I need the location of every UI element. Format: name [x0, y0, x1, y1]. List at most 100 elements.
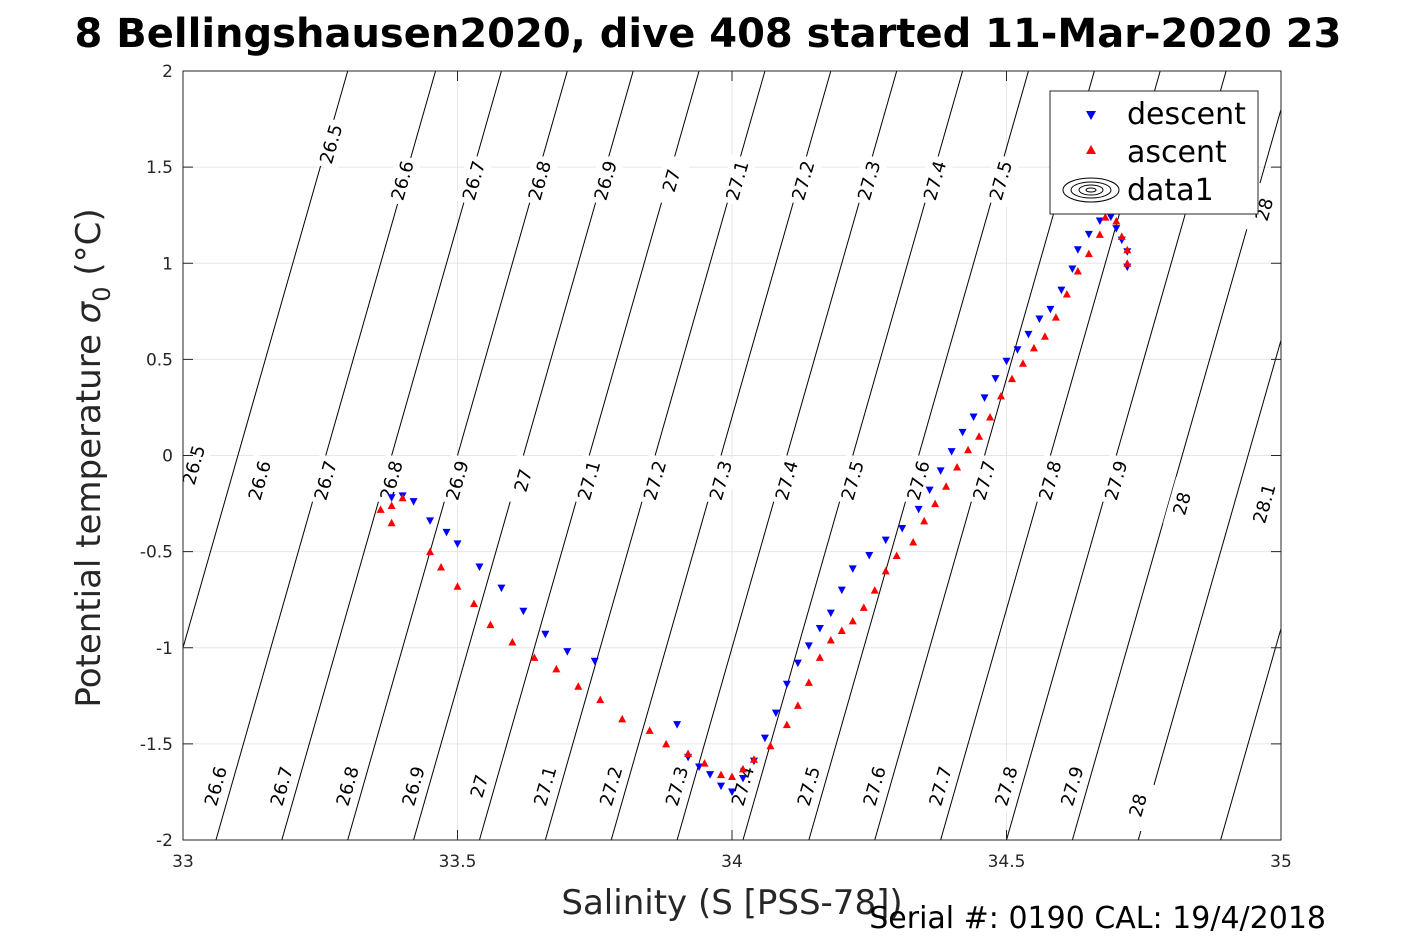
isopycnal-label-bg	[1245, 476, 1284, 531]
isopycnal-label-bg	[965, 453, 1004, 508]
ascent-point	[859, 603, 868, 611]
isopycnal-label-bg	[981, 153, 1021, 208]
ascent-point	[387, 518, 396, 527]
isopycnal-label-bg	[306, 453, 345, 508]
y-tick-label: 0.5	[146, 350, 173, 370]
descent-point	[728, 788, 736, 796]
descent-point	[1084, 230, 1093, 239]
isopycnal-label-bg	[850, 153, 889, 208]
ascent-point	[749, 755, 758, 763]
descent-point	[1013, 346, 1022, 354]
y-tick-label: 0	[162, 447, 173, 467]
descent-point	[914, 505, 923, 514]
isopycnal-label-bg	[312, 117, 351, 171]
y-tick-label: 1.5	[146, 158, 173, 178]
descent-point	[717, 782, 726, 791]
isopycnal-label-bg	[383, 153, 422, 208]
ascent-point	[848, 616, 857, 625]
y-tick-label: 1	[162, 254, 173, 274]
ascent-point	[618, 714, 627, 723]
legend-label-ascent: ascent	[1127, 135, 1227, 170]
legend-marker-ascent	[1086, 145, 1096, 154]
ascent-point	[815, 653, 824, 661]
descent-point	[1073, 246, 1082, 254]
isopycnal-label-bg	[460, 759, 499, 813]
ascent-point	[596, 695, 605, 704]
ascent-point	[892, 551, 901, 559]
legend-marker-data1	[1062, 177, 1120, 203]
ascent-point	[909, 538, 918, 546]
descent-point	[426, 517, 435, 525]
ascent-point	[837, 626, 846, 634]
ascent-point	[1123, 259, 1132, 267]
y-axis-label-unit: (°C)	[69, 208, 109, 286]
isopycnal-label-bg	[833, 453, 872, 508]
y-axis-label-subscript: 0	[88, 286, 116, 301]
isopycnal-label-bg	[504, 453, 543, 508]
x-tick-label: 33	[172, 852, 194, 872]
descent-point	[837, 586, 846, 595]
ascent-point	[530, 653, 539, 661]
y-tick-label: 2	[162, 62, 173, 82]
descent-point	[815, 625, 824, 633]
ascent-point	[700, 759, 709, 767]
isopycnal-label-bg	[916, 153, 955, 208]
descent-point	[1024, 330, 1033, 339]
descent-point	[453, 540, 462, 548]
isopycnal-label-bg	[1097, 453, 1136, 508]
descent-point	[706, 771, 715, 779]
isopycnal-label-bg	[262, 759, 301, 813]
descent-point	[1046, 305, 1055, 314]
isopycnal-label-bg	[520, 153, 559, 208]
ascent-point	[1117, 232, 1126, 240]
descent-point	[475, 563, 484, 572]
y-tick-label: -0.5	[140, 543, 173, 563]
descent-point	[991, 375, 1000, 383]
ascent-point	[508, 637, 517, 646]
isopycnal-label-bg	[328, 759, 367, 813]
ascent-point	[975, 432, 984, 440]
descent-point	[947, 448, 956, 456]
ascent-point	[1112, 216, 1121, 225]
descent-point	[409, 498, 418, 506]
data-series	[376, 213, 1132, 796]
axis-ticks: 33 33.5 34 34.5 35 -2 -1.5 -1 -0.5 0 0.5 1 1.5 2	[140, 62, 1292, 872]
isopycnal-line	[183, 71, 349, 650]
descent-point	[865, 551, 874, 560]
descent-point	[590, 657, 599, 666]
ascent-point	[453, 582, 462, 590]
isopycnal-label-bg	[636, 453, 675, 508]
ascent-point	[738, 764, 747, 773]
y-tick-label: -2	[156, 831, 173, 851]
isopycnal-label-bg	[570, 453, 609, 508]
y-tick-label: -1.5	[140, 735, 173, 755]
isopycnal-label-bg	[767, 453, 806, 508]
descent-point	[881, 536, 890, 545]
ascent-point	[662, 739, 671, 748]
descent-point	[898, 525, 907, 533]
descent-point	[1095, 217, 1104, 225]
ascent-point	[1007, 374, 1016, 383]
legend-box	[1049, 90, 1259, 215]
descent-point	[387, 494, 396, 502]
ascent-point	[717, 770, 726, 779]
ascent-point	[1029, 343, 1038, 352]
descent-point	[782, 680, 791, 689]
descent-point	[793, 659, 802, 668]
ascent-point	[645, 726, 654, 734]
ascent-point	[826, 636, 835, 644]
ascent-point	[469, 599, 478, 608]
isopycnal-label-bg	[658, 759, 697, 813]
descent-point	[771, 709, 780, 718]
ascent-point	[782, 720, 791, 729]
descent-point	[760, 734, 769, 743]
descent-point	[695, 763, 704, 771]
isopycnal-label-bg	[526, 759, 565, 813]
ascent-point	[804, 678, 813, 686]
descent-point	[804, 642, 813, 650]
isopycnal-label-bg	[784, 153, 823, 208]
descent-point	[1112, 225, 1121, 233]
descent-point	[497, 584, 506, 593]
legend-marker-descent	[1086, 111, 1096, 120]
descent-point	[969, 413, 978, 422]
